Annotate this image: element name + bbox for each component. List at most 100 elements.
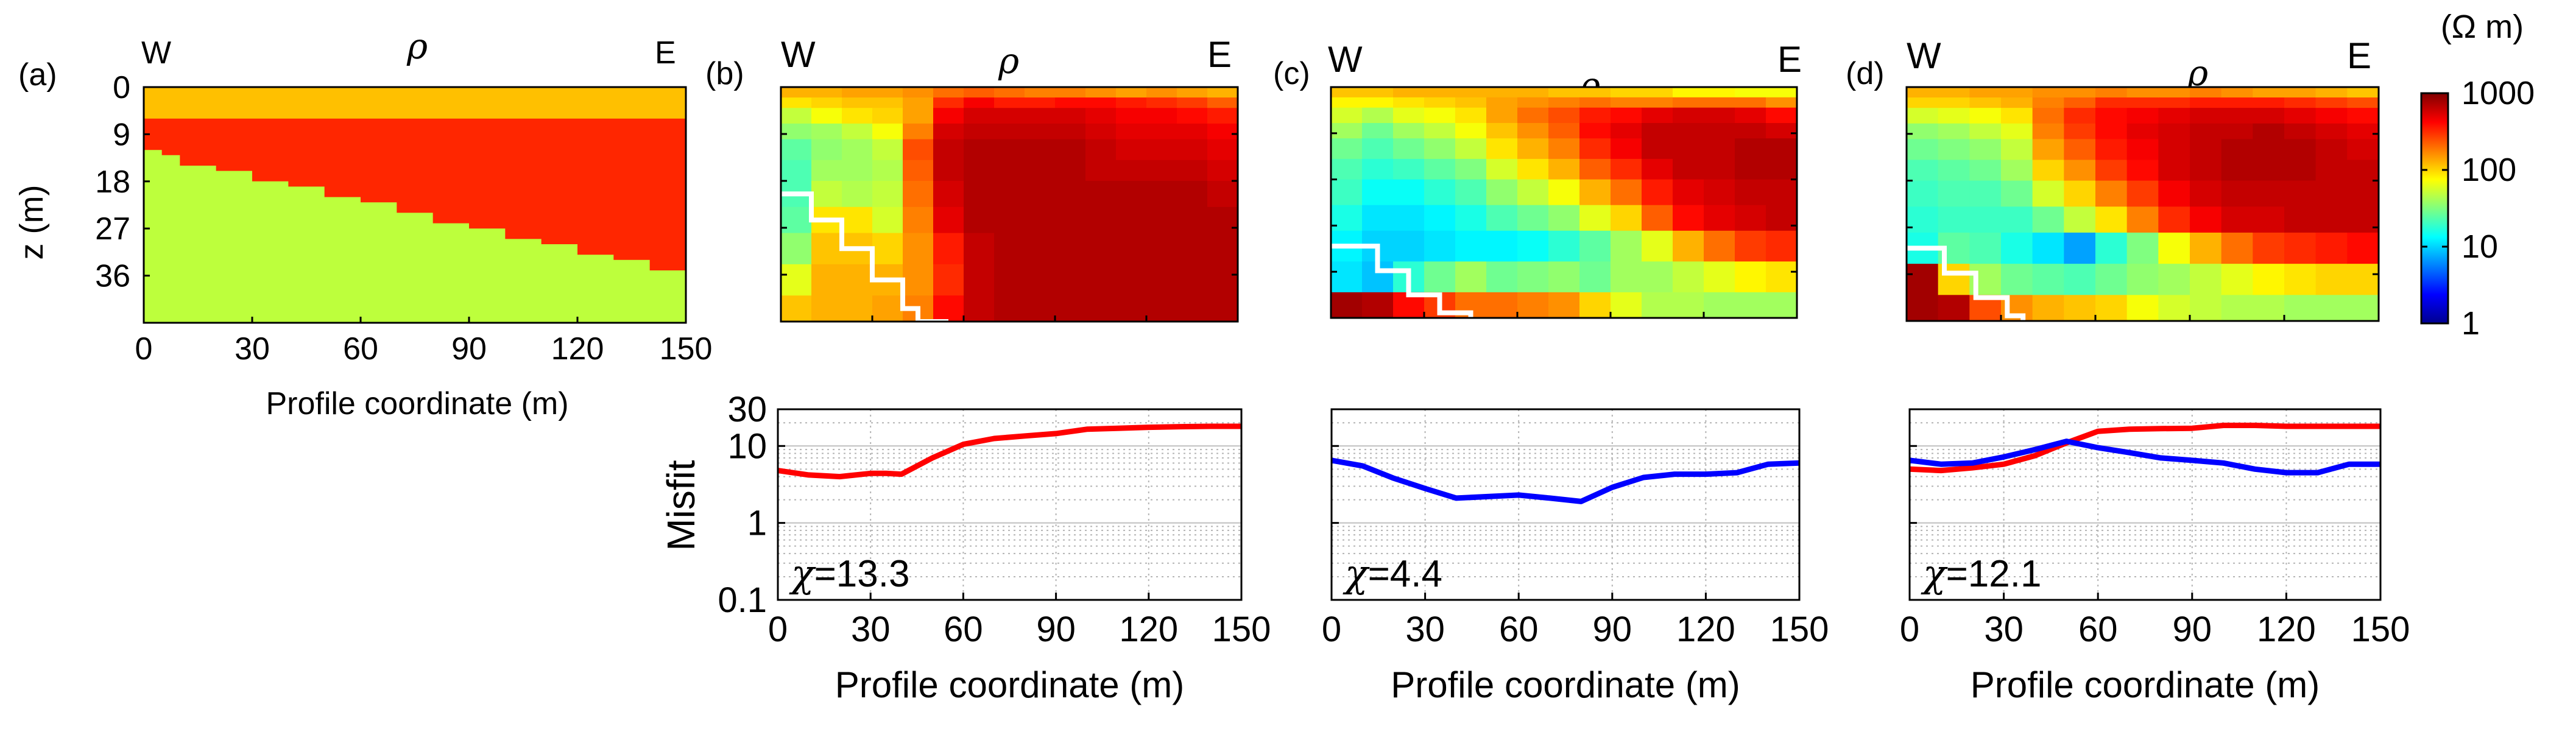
heatmap-cell bbox=[842, 87, 873, 98]
panel-b-heatmap bbox=[780, 86, 1239, 324]
heatmap-cell bbox=[903, 97, 934, 109]
heatmap-cell bbox=[1486, 230, 1518, 262]
heatmap-cell bbox=[1735, 87, 1766, 98]
heatmap-cell bbox=[1393, 158, 1425, 180]
heatmap-cell bbox=[1025, 264, 1056, 297]
misfit-series-misfit bbox=[1331, 457, 1800, 504]
heatmap-cell bbox=[994, 139, 1025, 161]
x-tick-label: 120 bbox=[551, 331, 604, 367]
heatmap-cell bbox=[1907, 160, 1939, 181]
heatmap-cell bbox=[2095, 160, 2128, 181]
heatmap-cell bbox=[2158, 206, 2190, 233]
heatmap-cell bbox=[1766, 261, 1798, 293]
heatmap-cell bbox=[1673, 230, 1704, 262]
heatmap-cell bbox=[1907, 139, 1939, 161]
heatmap-cell bbox=[1938, 139, 1971, 161]
heatmap-cell bbox=[1146, 123, 1177, 140]
misfit-series-misfit-red bbox=[1909, 423, 2380, 474]
misfit-frame bbox=[1908, 408, 2382, 601]
heatmap-cell bbox=[1055, 206, 1086, 234]
heatmap-cell bbox=[1579, 179, 1611, 206]
heatmap-cell bbox=[2253, 160, 2285, 181]
heatmap-cell bbox=[1517, 122, 1549, 139]
heatmap-cell bbox=[2190, 123, 2222, 140]
heatmap-cell bbox=[1424, 179, 1456, 206]
heatmap-cell bbox=[933, 139, 964, 161]
heatmap-cell bbox=[1085, 160, 1117, 181]
heatmap-cell bbox=[1116, 123, 1147, 140]
heatmap-cell bbox=[2190, 139, 2222, 161]
heatmap-cell bbox=[781, 97, 812, 109]
heatmap-cell bbox=[1517, 97, 1549, 108]
heatmap-cell bbox=[1642, 179, 1673, 206]
heatmap-cell bbox=[1673, 292, 1704, 319]
heatmap-cell bbox=[2253, 139, 2285, 161]
heatmap-cell bbox=[2032, 108, 2065, 124]
x-tick-label: 150 bbox=[660, 331, 713, 367]
heatmap-cell bbox=[2095, 232, 2128, 264]
heatmap-cell bbox=[811, 233, 842, 265]
heatmap-cell bbox=[1116, 233, 1147, 265]
heatmap-cell bbox=[1146, 97, 1177, 109]
panel-c-west-label: W bbox=[1328, 39, 1363, 80]
heatmap-cell bbox=[1642, 122, 1673, 139]
heatmap-cell bbox=[2064, 97, 2096, 108]
heatmap-cell bbox=[1362, 87, 1394, 98]
heatmap-cell bbox=[1969, 108, 2002, 124]
colorbar: (Ω m) 1000 100 10 1 bbox=[2420, 9, 2535, 342]
heatmap-cell bbox=[903, 206, 934, 234]
misfit-panel-d: 0 30 60 90 120 150 Profile coordinate (m) χ=12.… bbox=[1900, 408, 2410, 705]
heatmap-cell bbox=[2315, 87, 2348, 98]
heatmap-cell bbox=[2158, 108, 2190, 124]
heatmap-cell bbox=[1177, 87, 1208, 98]
heatmap-cell bbox=[1704, 179, 1735, 206]
heatmap-cell bbox=[994, 295, 1025, 322]
heatmap-cell bbox=[1548, 292, 1580, 319]
heatmap-cell bbox=[1025, 206, 1056, 234]
heatmap-cell bbox=[2095, 295, 2128, 322]
heatmap-cell bbox=[1025, 139, 1056, 161]
heatmap-cell bbox=[1579, 122, 1611, 139]
heatmap-cell bbox=[2347, 87, 2379, 98]
heatmap-cell bbox=[1146, 206, 1177, 234]
x-tick-label: 90 bbox=[2173, 610, 2212, 649]
heatmap-cell bbox=[1331, 107, 1363, 124]
heatmap-cell bbox=[964, 123, 995, 140]
heatmap-cell bbox=[1207, 264, 1238, 297]
heatmap-cell bbox=[1907, 295, 1939, 322]
heatmap-cell bbox=[1673, 97, 1704, 108]
heatmap-cell bbox=[2315, 232, 2348, 264]
heatmap-cell bbox=[2126, 206, 2159, 233]
heatmap-cell bbox=[1424, 87, 1456, 98]
heatmap-cell bbox=[1969, 123, 2002, 140]
heatmap-cell bbox=[1938, 123, 1971, 140]
heatmap-cell bbox=[2126, 160, 2159, 181]
heatmap-cell bbox=[2032, 206, 2065, 233]
panel-a-model bbox=[144, 87, 686, 323]
heatmap-cell bbox=[994, 181, 1025, 208]
heatmap-cell bbox=[842, 264, 873, 297]
heatmap-cell bbox=[1766, 87, 1798, 98]
heatmap-cell bbox=[964, 295, 995, 322]
heatmap-cell bbox=[1766, 97, 1798, 108]
x-tick-label: 90 bbox=[1036, 610, 1076, 649]
heatmap-cell bbox=[2284, 264, 2317, 296]
heatmap-cell bbox=[1642, 230, 1673, 262]
heatmap-cell bbox=[1207, 97, 1238, 109]
panel-b-east-label: E bbox=[1207, 34, 1232, 75]
top-layer bbox=[144, 87, 686, 119]
heatmap-cell bbox=[2095, 97, 2128, 108]
heatmap-cell bbox=[2190, 160, 2222, 181]
heatmap-cell bbox=[781, 123, 812, 140]
heatmap-cell bbox=[1393, 138, 1425, 160]
heatmap-cell bbox=[2221, 87, 2254, 98]
heatmap-cell bbox=[1704, 107, 1735, 124]
heatmap-cell bbox=[2001, 232, 2033, 264]
heatmap-cell bbox=[781, 160, 812, 181]
heatmap-cell bbox=[842, 160, 873, 181]
heatmap-cell bbox=[1424, 97, 1456, 108]
heatmap-cell bbox=[811, 181, 842, 208]
heatmap-cell bbox=[1907, 97, 1939, 108]
heatmap-cell bbox=[903, 108, 934, 124]
heatmap-cell bbox=[1517, 138, 1549, 160]
